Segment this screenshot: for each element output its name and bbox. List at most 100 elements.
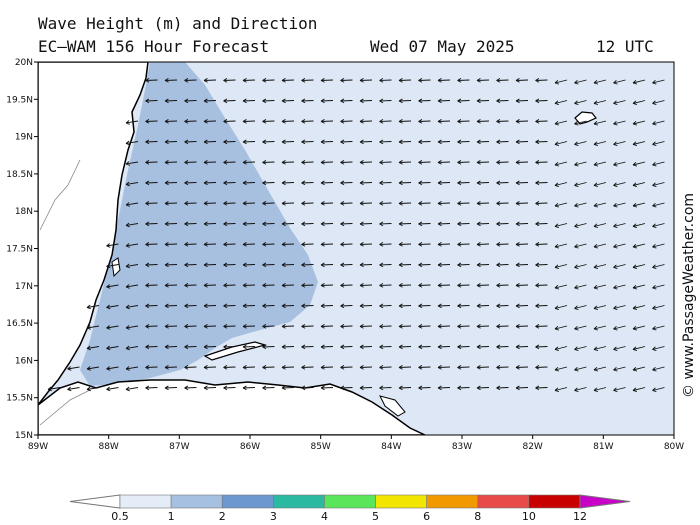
- wave-arrow: [262, 242, 275, 247]
- wave-arrow: [418, 180, 431, 186]
- wave-arrow: [398, 385, 412, 391]
- wave-arrow: [164, 78, 178, 83]
- wave-arrow: [262, 139, 275, 145]
- wave-arrow: [476, 344, 490, 350]
- legend-label: 0.5: [111, 510, 129, 523]
- wave-arrow: [652, 223, 665, 228]
- wave-arrow: [574, 243, 587, 249]
- wave-arrow: [223, 201, 236, 206]
- wave-arrow: [398, 283, 412, 288]
- wave-arrow: [281, 98, 295, 104]
- wave-arrow: [320, 78, 334, 83]
- wave-arrow: [535, 78, 548, 83]
- wave-arrow: [613, 284, 626, 290]
- wave-arrow: [613, 223, 626, 228]
- wave-arrow: [476, 324, 490, 329]
- wave-arrow: [262, 324, 275, 329]
- wave-arrow: [242, 98, 256, 104]
- wave-arrow: [554, 100, 568, 105]
- wave-arrow: [613, 366, 626, 372]
- wave-arrow: [418, 221, 431, 227]
- wave-arrow: [242, 201, 256, 206]
- wave-arrow: [574, 305, 587, 310]
- wave-arrow: [223, 385, 236, 391]
- wave-arrow: [203, 344, 217, 350]
- wave-arrow: [106, 345, 119, 351]
- wave-arrow: [301, 303, 314, 309]
- legend-label: 3: [270, 510, 277, 523]
- wave-arrow: [379, 180, 392, 186]
- wave-arrow: [515, 262, 529, 268]
- wave-arrow: [340, 180, 353, 186]
- wave-arrow: [652, 305, 665, 310]
- wave-arrow: [145, 180, 158, 186]
- wave-arrow: [476, 98, 490, 104]
- wave-arrow: [301, 98, 314, 104]
- wave-arrow: [223, 139, 236, 145]
- wave-arrow: [476, 119, 490, 124]
- wave-arrow: [320, 160, 334, 165]
- wave-arrow: [437, 303, 451, 309]
- wave-arrow: [281, 221, 295, 227]
- wave-arrow: [281, 119, 295, 124]
- wave-arrow: [418, 303, 431, 309]
- wave-arrow: [515, 160, 529, 165]
- legend-swatch: [119, 494, 172, 509]
- wave-arrow: [398, 303, 412, 309]
- wave-arrow: [223, 180, 236, 186]
- wave-arrow: [301, 201, 314, 206]
- wave-arrow: [125, 181, 139, 187]
- wave-arrow: [418, 201, 431, 206]
- wave-arrow: [106, 284, 119, 289]
- wave-arrow: [593, 202, 607, 208]
- wave-arrow: [593, 79, 607, 85]
- wave-arrow: [203, 365, 217, 370]
- wave-arrow: [593, 325, 607, 331]
- legend-label: 1: [168, 510, 175, 523]
- wave-arrow: [262, 365, 275, 370]
- wave-arrow: [496, 324, 509, 329]
- wave-arrow: [106, 243, 119, 248]
- wave-arrow: [203, 201, 217, 206]
- wave-arrow: [437, 201, 451, 206]
- wave-arrow: [281, 160, 295, 165]
- wave-arrow: [164, 242, 178, 247]
- wave-arrow: [359, 365, 373, 370]
- wave-arrow: [145, 201, 158, 206]
- wave-arrow: [574, 325, 587, 331]
- lat-tick-label: 18N: [15, 207, 33, 217]
- wave-arrow: [379, 221, 392, 227]
- wave-arrow: [242, 324, 256, 329]
- wave-arrow: [340, 283, 353, 288]
- wave-arrow: [652, 284, 665, 290]
- wave-arrow: [476, 365, 490, 370]
- wave-arrow: [223, 344, 236, 350]
- wave-arrow: [320, 180, 334, 186]
- lat-tick-label: 19N: [15, 133, 33, 143]
- wave-arrow: [398, 221, 412, 227]
- wave-arrow: [125, 304, 139, 310]
- wave-arrow: [106, 263, 119, 269]
- wave-arrow: [320, 283, 334, 288]
- wave-arrow: [281, 283, 295, 288]
- wave-arrow: [184, 221, 197, 227]
- wave-arrow: [86, 325, 100, 330]
- wave-arrow: [164, 283, 178, 288]
- wave-arrow: [457, 303, 470, 309]
- wave-arrow: [457, 78, 470, 83]
- wave-arrow: [340, 303, 353, 309]
- wave-arrow: [515, 385, 529, 391]
- wave-arrow: [398, 242, 412, 247]
- wave-arrow: [359, 324, 373, 329]
- wave-arrow: [379, 385, 392, 391]
- wave-arrow: [554, 366, 568, 372]
- wave-direction-arrows: [47, 78, 665, 392]
- wave-arrow: [320, 221, 334, 227]
- wave-arrow: [418, 139, 431, 145]
- wave-arrow: [340, 262, 353, 268]
- wave-arrow: [535, 160, 548, 165]
- wave-arrow: [340, 365, 353, 370]
- legend-label: 12: [573, 510, 587, 523]
- wave-arrow: [515, 344, 529, 350]
- wave-arrow: [281, 324, 295, 329]
